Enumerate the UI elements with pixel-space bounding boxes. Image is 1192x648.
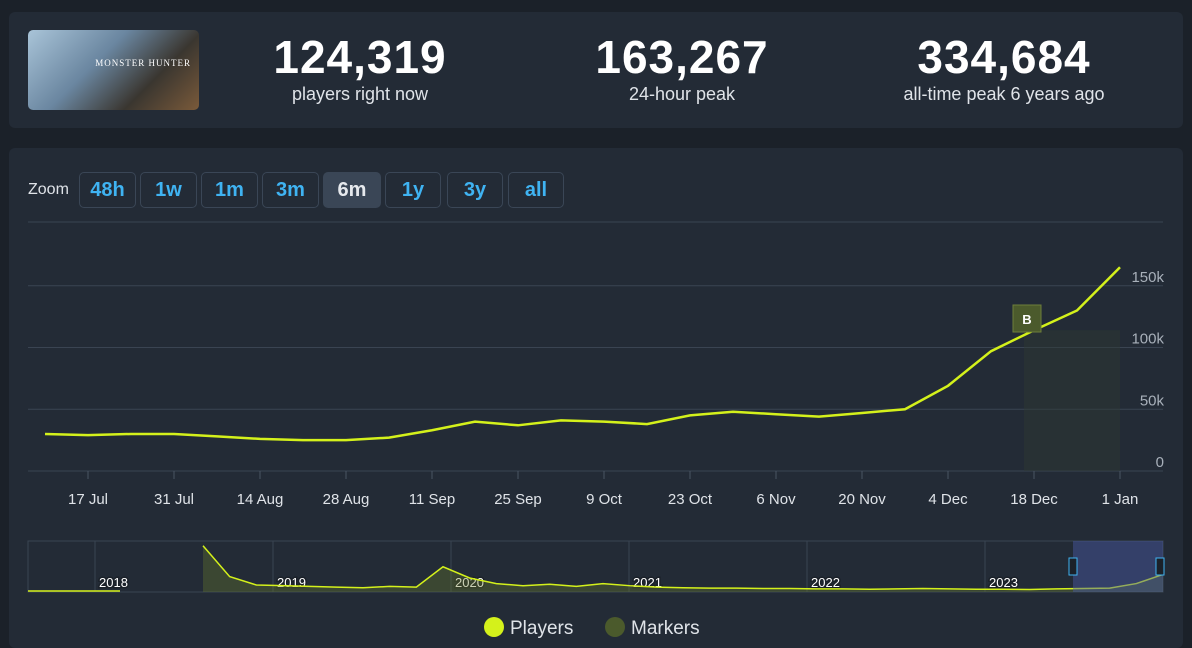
stats-panel [9, 12, 1183, 128]
navigator-year: 2023 [989, 575, 1018, 590]
y-tick-label: 100k [1131, 331, 1164, 348]
y-tick-label: 0 [1156, 454, 1164, 471]
zoom-label: Zoom [28, 181, 69, 198]
stat-label: all-time peak 6 years ago [903, 84, 1105, 104]
x-tick-label: 31 Jul [154, 491, 194, 508]
zoom-button[interactable]: 1w [140, 172, 197, 208]
zoom-button[interactable]: 1y [385, 172, 441, 208]
stat-label: 24-hour peak [628, 84, 736, 104]
stat-value: 334,684 [917, 31, 1091, 83]
thumbnail-text: MONSTER HUNTER [95, 58, 191, 68]
zoom-button[interactable]: all [508, 172, 564, 208]
stat: 163,267 24-hour peak [532, 32, 832, 105]
stat: 334,684 all-time peak 6 years ago [854, 32, 1154, 105]
zoom-button[interactable]: 1m [201, 172, 258, 208]
y-tick-label: 150k [1131, 269, 1164, 286]
x-tick-label: 6 Nov [756, 491, 796, 508]
legend-label: Players [510, 618, 573, 639]
x-tick-label: 28 Aug [323, 491, 370, 508]
x-tick-label: 20 Nov [838, 491, 886, 508]
navigator-line [202, 545, 1164, 591]
navigator-window [1073, 541, 1163, 592]
navigator-year: 2018 [99, 575, 128, 590]
x-tick-label: 11 Sep [409, 491, 455, 508]
zoom-button[interactable]: 3y [447, 172, 503, 208]
legend-marker [484, 617, 504, 637]
game-thumbnail: MONSTER HUNTER [28, 30, 199, 110]
stat-value: 163,267 [595, 31, 769, 83]
x-tick-label: 23 Oct [668, 491, 713, 508]
stat: 124,319 players right now [210, 32, 510, 105]
marker-band [1024, 330, 1120, 471]
player-line [44, 266, 1121, 442]
zoom-button[interactable]: 3m [262, 172, 319, 208]
x-tick-label: 1 Jan [1102, 491, 1139, 508]
x-tick-label: 18 Dec [1010, 491, 1058, 508]
marker-label: B [1022, 312, 1031, 327]
stat-label: players right now [291, 84, 429, 104]
zoom-button[interactable]: 6m [323, 172, 381, 208]
x-tick-label: 25 Sep [494, 491, 542, 508]
chart-panel [9, 148, 1183, 648]
x-tick-label: 9 Oct [586, 491, 623, 508]
navigator-handle [1068, 557, 1078, 576]
zoom-button[interactable]: 48h [79, 172, 136, 208]
marker-flag [1012, 304, 1042, 333]
x-tick-label: 14 Aug [237, 491, 284, 508]
x-tick-label: 4 Dec [928, 491, 968, 508]
navigator-handle [1155, 557, 1165, 576]
navigator-year: 2022 [811, 575, 840, 590]
x-tick-label: 17 Jul [68, 491, 108, 508]
legend-label: Markers [631, 618, 700, 639]
navigator-area [203, 545, 1163, 592]
legend-marker [605, 617, 625, 637]
y-tick-label: 50k [1140, 392, 1165, 409]
stat-value: 124,319 [273, 31, 447, 83]
